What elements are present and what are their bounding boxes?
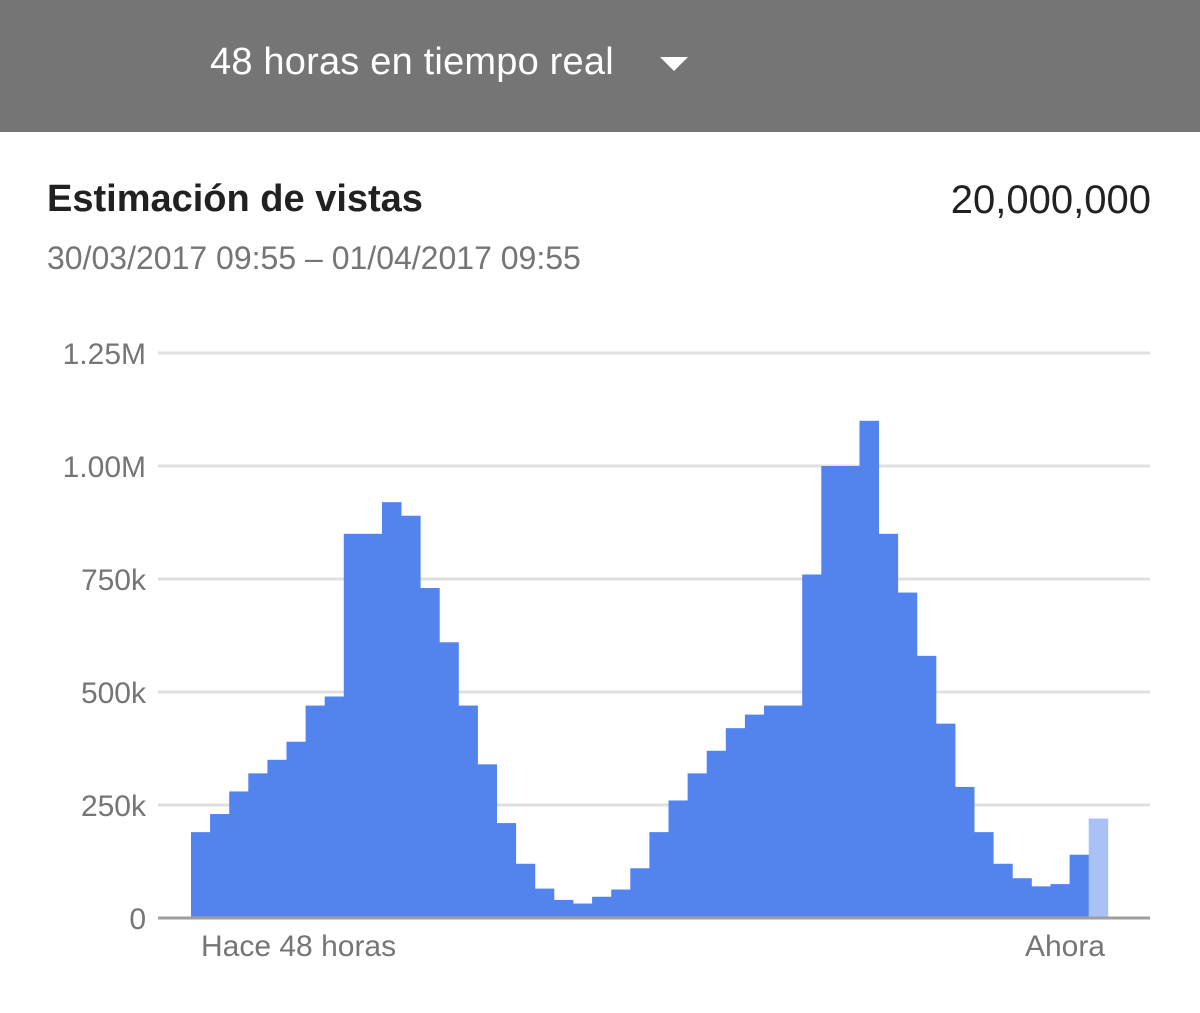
triangle-down-icon[interactable] <box>659 57 688 71</box>
bar[interactable] <box>534 888 555 918</box>
y-tick-label: 250k <box>81 790 147 823</box>
bar[interactable] <box>1069 854 1090 918</box>
y-tick-label: 750k <box>81 564 147 597</box>
total-views: 20,000,000 <box>950 178 1151 222</box>
bar[interactable] <box>725 728 746 918</box>
bar[interactable] <box>458 705 478 918</box>
bar[interactable] <box>783 705 803 918</box>
bar[interactable] <box>267 759 287 918</box>
bar[interactable] <box>553 899 574 918</box>
bar[interactable] <box>955 786 975 918</box>
card-title: Estimación de vistas <box>47 178 423 220</box>
bar[interactable] <box>573 903 593 918</box>
top-bar: 48 horas en tiempo real <box>0 0 1200 132</box>
bar[interactable] <box>821 466 841 918</box>
y-tick-label: 1.00M <box>63 451 146 484</box>
y-tick-label: 0 <box>129 903 146 936</box>
bar[interactable] <box>496 823 517 918</box>
bar[interactable] <box>305 705 326 918</box>
bar[interactable] <box>802 574 822 918</box>
y-tick-label: 500k <box>81 677 147 710</box>
bar[interactable] <box>515 863 536 918</box>
bar[interactable] <box>993 863 1013 918</box>
y-tick-label: 1.25M <box>63 338 146 371</box>
bar[interactable] <box>1031 886 1051 918</box>
time-range-dropdown[interactable]: 48 horas en tiempo real <box>210 30 688 94</box>
bar[interactable] <box>382 502 402 918</box>
bar[interactable] <box>229 791 249 918</box>
x-start-label: Hace 48 horas <box>201 930 396 963</box>
x-end-label: Ahora <box>1025 930 1105 963</box>
bar[interactable] <box>840 466 860 918</box>
date-range: 30/03/2017 09:55 – 01/04/2017 09:55 <box>47 240 581 276</box>
bar[interactable] <box>401 515 421 918</box>
bar[interactable] <box>706 750 727 918</box>
bar[interactable] <box>916 655 937 918</box>
bar[interactable] <box>362 533 383 918</box>
bar[interactable] <box>439 642 459 918</box>
bar[interactable] <box>1012 878 1032 918</box>
bar[interactable] <box>649 832 669 918</box>
bar[interactable] <box>248 773 268 918</box>
bar[interactable] <box>974 832 994 918</box>
bar[interactable] <box>668 800 689 918</box>
bar[interactable] <box>210 814 230 918</box>
bar[interactable] <box>592 896 612 918</box>
bar[interactable] <box>630 868 650 918</box>
bar[interactable] <box>744 714 765 918</box>
bar[interactable] <box>286 741 307 918</box>
bar[interactable] <box>878 533 899 918</box>
bar[interactable] <box>897 592 918 918</box>
bar[interactable] <box>343 533 364 918</box>
bar[interactable] <box>611 889 631 918</box>
bar[interactable] <box>687 773 708 918</box>
bar[interactable] <box>1050 884 1071 918</box>
bar-current-hour[interactable] <box>1088 818 1109 918</box>
bar[interactable] <box>477 764 498 918</box>
bar[interactable] <box>420 588 440 918</box>
bar[interactable] <box>764 705 784 918</box>
bar[interactable] <box>191 832 211 918</box>
bar[interactable] <box>935 723 956 918</box>
bar[interactable] <box>324 696 345 918</box>
time-range-label: 48 horas en tiempo real <box>210 40 614 83</box>
bar[interactable] <box>859 420 880 918</box>
views-chart: 0 250k 500k 750k 1.00M 1.25M Hace 48 horas Ahor… <box>63 338 1150 963</box>
